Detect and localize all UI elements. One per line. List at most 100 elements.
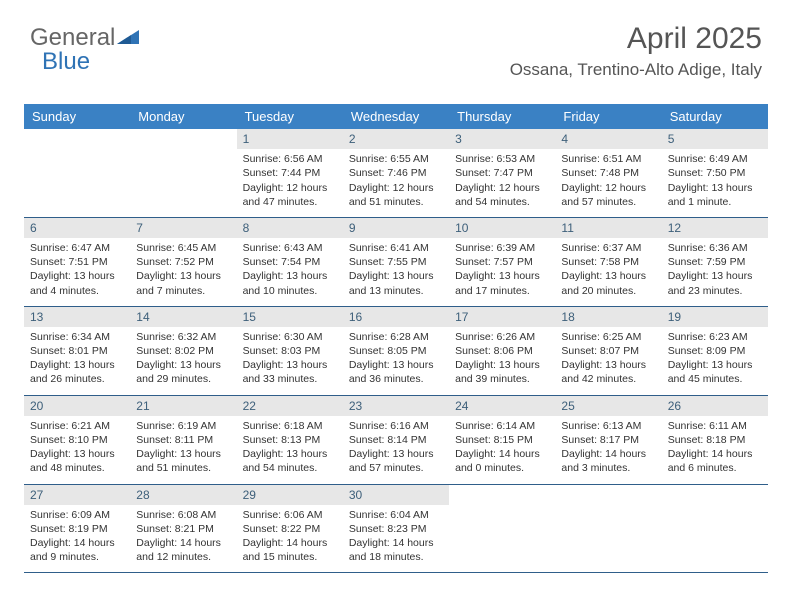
daylight-line: Daylight: 12 hours and 54 minutes. bbox=[455, 181, 549, 209]
day-body: Sunrise: 6:43 AMSunset: 7:54 PMDaylight:… bbox=[237, 238, 343, 306]
day-number: 30 bbox=[343, 485, 449, 505]
day-body: Sunrise: 6:45 AMSunset: 7:52 PMDaylight:… bbox=[130, 238, 236, 306]
sunset-line: Sunset: 8:02 PM bbox=[136, 344, 230, 358]
logo-text-blue: Blue bbox=[42, 48, 90, 76]
day-cell: 16Sunrise: 6:28 AMSunset: 8:05 PMDayligh… bbox=[343, 307, 449, 395]
sunset-line: Sunset: 8:13 PM bbox=[243, 433, 337, 447]
day-body: Sunrise: 6:28 AMSunset: 8:05 PMDaylight:… bbox=[343, 327, 449, 395]
day-cell: 12Sunrise: 6:36 AMSunset: 7:59 PMDayligh… bbox=[662, 218, 768, 306]
day-cell: 26Sunrise: 6:11 AMSunset: 8:18 PMDayligh… bbox=[662, 396, 768, 484]
sunrise-line: Sunrise: 6:32 AM bbox=[136, 330, 230, 344]
sunrise-line: Sunrise: 6:43 AM bbox=[243, 241, 337, 255]
daylight-line: Daylight: 12 hours and 57 minutes. bbox=[561, 181, 655, 209]
sunset-line: Sunset: 7:51 PM bbox=[30, 255, 124, 269]
sunset-line: Sunset: 8:14 PM bbox=[349, 433, 443, 447]
day-number: 10 bbox=[449, 218, 555, 238]
day-cell: 20Sunrise: 6:21 AMSunset: 8:10 PMDayligh… bbox=[24, 396, 130, 484]
sunrise-line: Sunrise: 6:55 AM bbox=[349, 152, 443, 166]
day-number: 13 bbox=[24, 307, 130, 327]
daylight-line: Daylight: 14 hours and 18 minutes. bbox=[349, 536, 443, 564]
day-number: 16 bbox=[343, 307, 449, 327]
daylight-line: Daylight: 13 hours and 29 minutes. bbox=[136, 358, 230, 386]
day-number: 5 bbox=[662, 129, 768, 149]
day-header: Sunday bbox=[24, 104, 130, 129]
day-header: Thursday bbox=[449, 104, 555, 129]
sunset-line: Sunset: 8:09 PM bbox=[668, 344, 762, 358]
daylight-line: Daylight: 13 hours and 4 minutes. bbox=[30, 269, 124, 297]
logo-triangle-icon bbox=[117, 24, 139, 52]
daylight-line: Daylight: 13 hours and 20 minutes. bbox=[561, 269, 655, 297]
day-number: 14 bbox=[130, 307, 236, 327]
sunset-line: Sunset: 8:22 PM bbox=[243, 522, 337, 536]
daylight-line: Daylight: 13 hours and 42 minutes. bbox=[561, 358, 655, 386]
sunset-line: Sunset: 8:18 PM bbox=[668, 433, 762, 447]
sunrise-line: Sunrise: 6:56 AM bbox=[243, 152, 337, 166]
day-cell: 13Sunrise: 6:34 AMSunset: 8:01 PMDayligh… bbox=[24, 307, 130, 395]
day-number: 20 bbox=[24, 396, 130, 416]
sunset-line: Sunset: 7:59 PM bbox=[668, 255, 762, 269]
sunset-line: Sunset: 8:19 PM bbox=[30, 522, 124, 536]
day-number: 21 bbox=[130, 396, 236, 416]
sunrise-line: Sunrise: 6:21 AM bbox=[30, 419, 124, 433]
day-cell-empty bbox=[662, 485, 768, 573]
sunrise-line: Sunrise: 6:08 AM bbox=[136, 508, 230, 522]
day-body: Sunrise: 6:39 AMSunset: 7:57 PMDaylight:… bbox=[449, 238, 555, 306]
sunset-line: Sunset: 7:55 PM bbox=[349, 255, 443, 269]
day-body: Sunrise: 6:34 AMSunset: 8:01 PMDaylight:… bbox=[24, 327, 130, 395]
sunset-line: Sunset: 7:47 PM bbox=[455, 166, 549, 180]
sunrise-line: Sunrise: 6:25 AM bbox=[561, 330, 655, 344]
day-number: 17 bbox=[449, 307, 555, 327]
sunset-line: Sunset: 8:21 PM bbox=[136, 522, 230, 536]
daylight-line: Daylight: 13 hours and 13 minutes. bbox=[349, 269, 443, 297]
location: Ossana, Trentino-Alto Adige, Italy bbox=[510, 60, 762, 80]
daylight-line: Daylight: 13 hours and 54 minutes. bbox=[243, 447, 337, 475]
day-number: 28 bbox=[130, 485, 236, 505]
daylight-line: Daylight: 13 hours and 33 minutes. bbox=[243, 358, 337, 386]
daylight-line: Daylight: 12 hours and 51 minutes. bbox=[349, 181, 443, 209]
day-cell: 9Sunrise: 6:41 AMSunset: 7:55 PMDaylight… bbox=[343, 218, 449, 306]
day-number: 24 bbox=[449, 396, 555, 416]
sunrise-line: Sunrise: 6:26 AM bbox=[455, 330, 549, 344]
day-cell: 7Sunrise: 6:45 AMSunset: 7:52 PMDaylight… bbox=[130, 218, 236, 306]
day-header: Wednesday bbox=[343, 104, 449, 129]
day-body: Sunrise: 6:16 AMSunset: 8:14 PMDaylight:… bbox=[343, 416, 449, 484]
day-body: Sunrise: 6:32 AMSunset: 8:02 PMDaylight:… bbox=[130, 327, 236, 395]
day-cell: 2Sunrise: 6:55 AMSunset: 7:46 PMDaylight… bbox=[343, 129, 449, 217]
daylight-line: Daylight: 13 hours and 17 minutes. bbox=[455, 269, 549, 297]
day-cell: 14Sunrise: 6:32 AMSunset: 8:02 PMDayligh… bbox=[130, 307, 236, 395]
day-number: 11 bbox=[555, 218, 661, 238]
sunset-line: Sunset: 7:50 PM bbox=[668, 166, 762, 180]
day-number: 27 bbox=[24, 485, 130, 505]
sunset-line: Sunset: 8:06 PM bbox=[455, 344, 549, 358]
day-body: Sunrise: 6:47 AMSunset: 7:51 PMDaylight:… bbox=[24, 238, 130, 306]
day-cell: 18Sunrise: 6:25 AMSunset: 8:07 PMDayligh… bbox=[555, 307, 661, 395]
day-number: 12 bbox=[662, 218, 768, 238]
sunrise-line: Sunrise: 6:49 AM bbox=[668, 152, 762, 166]
day-header: Monday bbox=[130, 104, 236, 129]
sunrise-line: Sunrise: 6:45 AM bbox=[136, 241, 230, 255]
day-cell-empty bbox=[130, 129, 236, 217]
day-number: 2 bbox=[343, 129, 449, 149]
day-body: Sunrise: 6:21 AMSunset: 8:10 PMDaylight:… bbox=[24, 416, 130, 484]
day-cell: 17Sunrise: 6:26 AMSunset: 8:06 PMDayligh… bbox=[449, 307, 555, 395]
sunrise-line: Sunrise: 6:28 AM bbox=[349, 330, 443, 344]
sunrise-line: Sunrise: 6:34 AM bbox=[30, 330, 124, 344]
sunset-line: Sunset: 8:11 PM bbox=[136, 433, 230, 447]
day-body: Sunrise: 6:49 AMSunset: 7:50 PMDaylight:… bbox=[662, 149, 768, 217]
sunset-line: Sunset: 7:58 PM bbox=[561, 255, 655, 269]
day-cell: 28Sunrise: 6:08 AMSunset: 8:21 PMDayligh… bbox=[130, 485, 236, 573]
day-body: Sunrise: 6:53 AMSunset: 7:47 PMDaylight:… bbox=[449, 149, 555, 217]
day-body: Sunrise: 6:37 AMSunset: 7:58 PMDaylight:… bbox=[555, 238, 661, 306]
day-body: Sunrise: 6:41 AMSunset: 7:55 PMDaylight:… bbox=[343, 238, 449, 306]
day-cell: 25Sunrise: 6:13 AMSunset: 8:17 PMDayligh… bbox=[555, 396, 661, 484]
sunrise-line: Sunrise: 6:06 AM bbox=[243, 508, 337, 522]
day-number: 9 bbox=[343, 218, 449, 238]
sunset-line: Sunset: 7:52 PM bbox=[136, 255, 230, 269]
sunset-line: Sunset: 7:57 PM bbox=[455, 255, 549, 269]
day-number: 7 bbox=[130, 218, 236, 238]
day-number: 4 bbox=[555, 129, 661, 149]
day-body: Sunrise: 6:36 AMSunset: 7:59 PMDaylight:… bbox=[662, 238, 768, 306]
daylight-line: Daylight: 13 hours and 57 minutes. bbox=[349, 447, 443, 475]
day-body: Sunrise: 6:09 AMSunset: 8:19 PMDaylight:… bbox=[24, 505, 130, 573]
day-number: 6 bbox=[24, 218, 130, 238]
